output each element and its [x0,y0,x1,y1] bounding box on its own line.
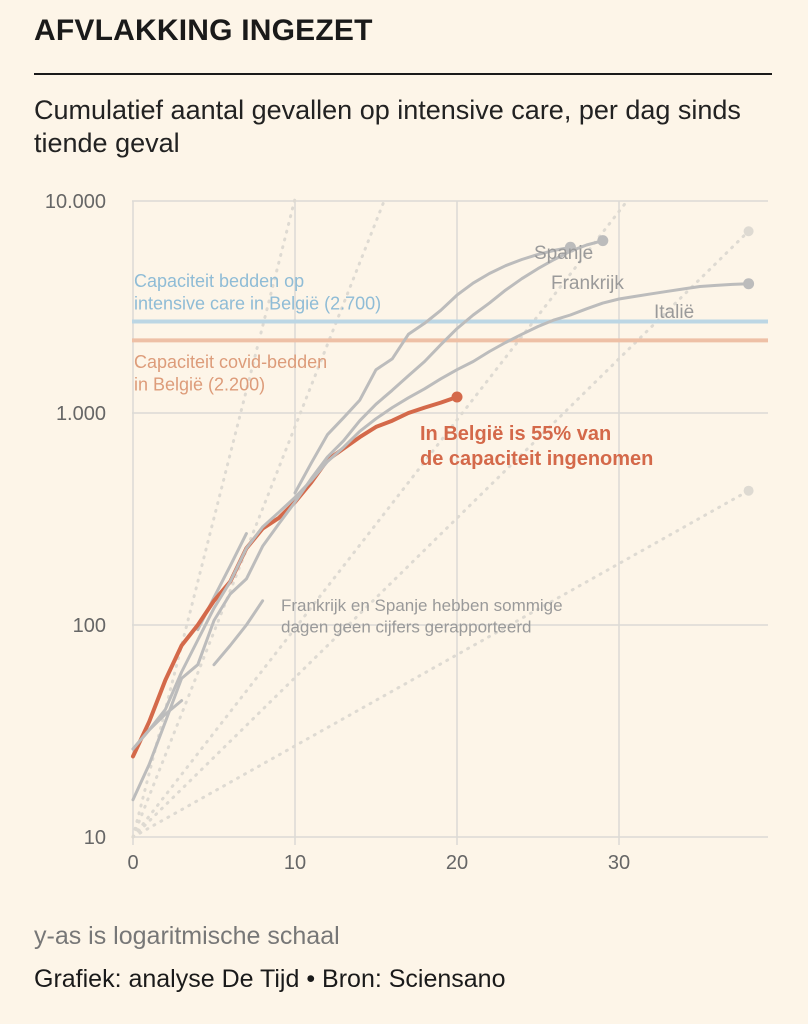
series-line [131,239,605,802]
label-line: dagen geen cijfers gerapporteerd [281,617,531,636]
series-endpoint [451,391,463,403]
capacity-label: Capaciteit covid-bedden in België (2.200) [134,352,327,395]
belgium-annotation: In België is 55% van de capaciteit ingeno… [420,423,653,470]
doubling-line [131,199,629,839]
title-rule [34,73,772,75]
grid-layer: 10 100 1.000 10.000 0 10 20 30 [45,191,768,874]
doubling-line-endpoint [743,485,754,496]
chart-labels: Spanje Frankrijk Italië Capaciteit bedden o… [134,243,694,636]
series-label-spanje: Spanje [534,243,593,264]
doubling-line-endpoint [743,226,754,237]
x-tick-label: 10 [284,852,306,874]
source-credit: Grafiek: analyse De Tijd • Bron: Sciensa… [34,965,506,993]
x-tick-label: 30 [608,852,630,874]
y-tick-label: 10 [84,827,106,849]
fragment-line [212,599,265,667]
series-line [293,245,572,495]
label-line: Frankrijk en Spanje hebben sommige [281,596,563,615]
y-tick-label: 10.000 [45,191,106,213]
label-line: in België (2.200) [134,375,265,395]
missing-data-note: Frankrijk en Spanje hebben sommige dagen … [281,596,563,636]
series-label-frankrijk: Frankrijk [551,273,624,294]
series-endpoint [597,235,609,247]
chart-headline: AFVLAKKING INGEZET [34,14,373,47]
series-line [131,282,751,751]
label-line: Capaciteit covid-bedden [134,352,327,372]
log-scale-note: y-as is logaritmische schaal [34,922,340,950]
doubling-line [131,489,751,839]
series-lines [131,235,755,802]
series-label-italie: Italië [654,302,694,323]
label-line: de capaciteit ingenomen [420,448,653,470]
doubling-line [131,199,386,839]
doubling-line [131,229,751,839]
label-line: Capaciteit bedden op [134,271,304,291]
label-line: In België is 55% van [420,423,611,445]
capacity-reference-lines [132,319,768,343]
doubling-lines [131,197,754,839]
x-tick-label: 0 [127,852,138,874]
doubling-line [131,197,297,839]
capacity-label: Capaciteit bedden op intensive care in Be… [134,271,381,314]
y-tick-label: 100 [73,615,106,637]
chart-subtitle: Cumulatief aantal gevallen op intensive … [34,95,741,158]
x-tick-label: 20 [446,852,468,874]
label-line: intensive care in België (2.700) [134,294,381,314]
y-tick-label: 1.000 [56,403,106,425]
series-endpoint [743,278,755,290]
